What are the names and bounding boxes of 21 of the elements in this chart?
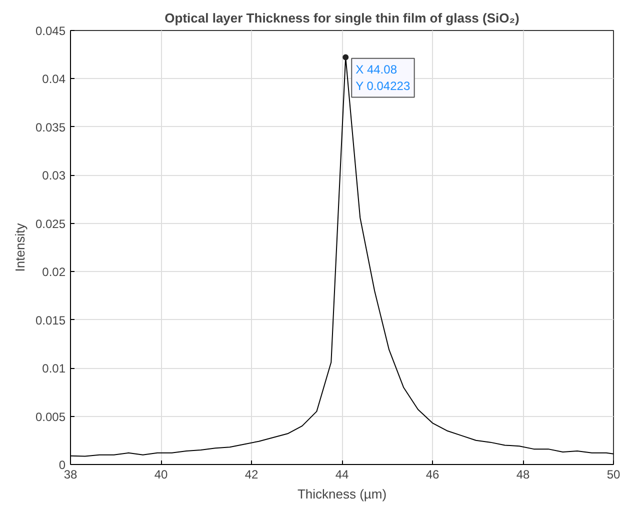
- y-tick-label: 0.025: [35, 216, 66, 231]
- y-tick-label: 0.04: [42, 72, 66, 86]
- annotation: X 44.08 Y 0.04223: [356, 62, 410, 94]
- y-tick-label: 0.03: [42, 168, 66, 183]
- x-tick-label: 44: [335, 468, 349, 482]
- x-tick-label: 40: [154, 468, 168, 482]
- y-tick-label: 0.015: [35, 313, 66, 328]
- chart-title: Optical layer Thickness for single thin film of glass (SiO₂): [164, 10, 520, 26]
- y-tick-label: 0.005: [35, 410, 66, 424]
- y-tick-label: 0.01: [42, 362, 66, 376]
- x-tick-label: 38: [64, 468, 78, 482]
- y-tick-label: 0: [58, 458, 66, 472]
- y-tick-label: 0.02: [42, 265, 66, 280]
- y-tick-label: 0.035: [35, 120, 66, 134]
- x-tick-label: 46: [426, 468, 440, 482]
- x-tick-label: 42: [244, 468, 258, 482]
- y-tick-label: 0.045: [35, 24, 66, 38]
- x-tick-label: 50: [606, 468, 620, 482]
- x-tick-label: 48: [516, 468, 530, 482]
- x-axis-title: Thickness (µm): [297, 486, 387, 502]
- y-axis-title: Intensity: [12, 222, 28, 272]
